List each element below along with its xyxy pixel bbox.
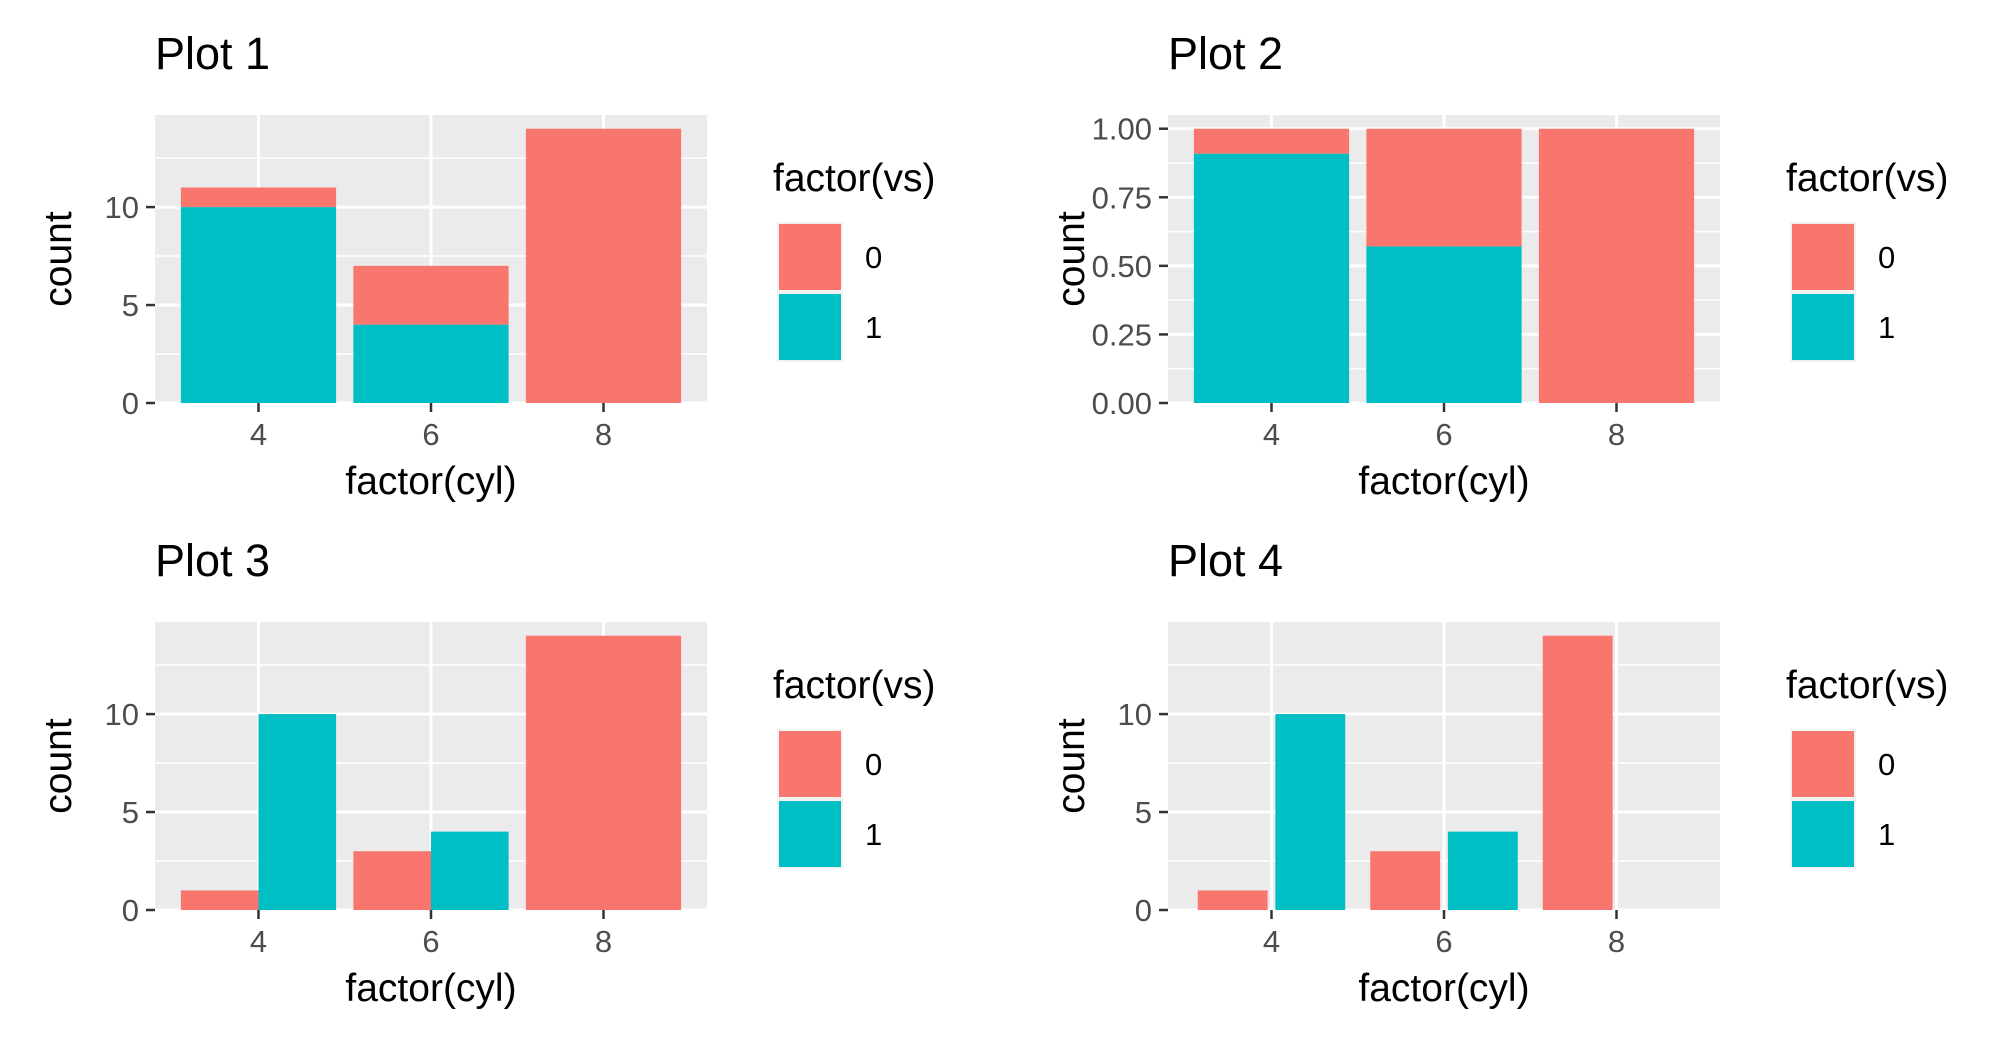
x-tick-label: 6 xyxy=(1435,417,1452,452)
y-tick-label: 10 xyxy=(105,190,139,225)
y-tick-label: 0.25 xyxy=(1092,317,1152,352)
y-tick-label: 10 xyxy=(1118,697,1152,732)
bar-8-vs0 xyxy=(1538,128,1695,403)
x-tick-label: 8 xyxy=(1608,417,1625,452)
y-tick-label: 0.75 xyxy=(1092,180,1152,215)
bar-6-vs1 xyxy=(431,831,509,910)
bar-4-vs0 xyxy=(1193,128,1350,154)
y-axis-title: count xyxy=(1050,718,1093,814)
bar-4-vs0 xyxy=(180,890,259,910)
plot-title: Plot 3 xyxy=(155,535,270,586)
y-tick-label: 5 xyxy=(122,795,139,830)
bar-6-vs0 xyxy=(1370,851,1441,910)
legend-label: 0 xyxy=(1878,747,1895,782)
bar-4-vs0 xyxy=(1197,890,1268,910)
legend-swatch-vs1 xyxy=(1792,294,1854,360)
legend-swatch-vs1 xyxy=(1792,801,1854,867)
plot-4: Plot 4 0 5 10 4 6 8 factor(cyl) count factor(vs) 0… xyxy=(1050,535,1949,1010)
x-axis-title: factor(cyl) xyxy=(345,967,516,1010)
y-tick-label: 10 xyxy=(105,697,139,732)
legend-label: 1 xyxy=(1878,310,1895,345)
plot-3: Plot 3 0 5 10 4 6 8 factor(cyl) count factor(vs) 0… xyxy=(37,535,936,1010)
x-tick-label: 6 xyxy=(422,924,439,959)
y-tick-label: 0 xyxy=(122,893,139,928)
bar-6-vs0 xyxy=(353,265,509,325)
y-axis-title: count xyxy=(37,718,80,814)
plot-1: Plot 1 0 5 10 4 6 8 factor(cyl) count factor(vs) 0… xyxy=(37,28,936,503)
legend-title: factor(vs) xyxy=(773,157,936,200)
bar-4-vs1 xyxy=(1275,714,1346,910)
bar-4-vs1 xyxy=(1193,153,1350,403)
legend-title: factor(vs) xyxy=(1786,157,1949,200)
bar-4-vs0 xyxy=(180,187,337,208)
bar-6-vs1 xyxy=(353,324,509,403)
x-tick-label: 8 xyxy=(595,924,612,959)
legend-title: factor(vs) xyxy=(1786,664,1949,707)
x-tick-label: 8 xyxy=(595,417,612,452)
x-tick-label: 6 xyxy=(1435,924,1452,959)
legend-swatch-vs0 xyxy=(1792,224,1854,290)
bar-8-vs0 xyxy=(525,635,682,910)
x-tick-label: 4 xyxy=(1263,924,1280,959)
plot-2: Plot 2 0.00 0.25 0.50 0.75 1.00 4 6 8 factor(cyl)… xyxy=(1050,28,1949,503)
legend-swatch-vs0 xyxy=(1792,731,1854,797)
y-tick-label: 0.50 xyxy=(1092,249,1152,284)
x-tick-label: 4 xyxy=(1263,417,1280,452)
y-tick-label: 5 xyxy=(122,288,139,323)
legend: factor(vs) 0 1 xyxy=(773,664,936,869)
legend: factor(vs) 0 1 xyxy=(773,157,936,362)
x-axis-title: factor(cyl) xyxy=(1358,460,1529,503)
x-tick-label: 4 xyxy=(250,417,267,452)
legend-swatch-vs1 xyxy=(779,801,841,867)
legend: factor(vs) 0 1 xyxy=(1786,157,1949,362)
x-axis-title: factor(cyl) xyxy=(345,460,516,503)
x-tick-label: 6 xyxy=(422,417,439,452)
x-tick-label: 4 xyxy=(250,924,267,959)
y-tick-label: 1.00 xyxy=(1092,112,1152,147)
legend: factor(vs) 0 1 xyxy=(1786,664,1949,869)
bar-8-vs0 xyxy=(525,128,682,403)
bar-6-vs1 xyxy=(1366,246,1522,403)
bar-6-vs0 xyxy=(353,851,431,910)
y-tick-label: 5 xyxy=(1135,795,1152,830)
legend-label: 0 xyxy=(865,240,882,275)
legend-swatch-vs0 xyxy=(779,224,841,290)
bar-6-vs1 xyxy=(1447,831,1518,910)
plot-title: Plot 4 xyxy=(1168,535,1283,586)
legend-label: 0 xyxy=(865,747,882,782)
plot-title: Plot 1 xyxy=(155,28,270,79)
y-tick-label: 0 xyxy=(1135,893,1152,928)
legend-label: 0 xyxy=(1878,240,1895,275)
bar-4-vs1 xyxy=(180,207,337,403)
legend-swatch-vs1 xyxy=(779,294,841,360)
y-tick-label: 0.00 xyxy=(1092,386,1152,421)
legend-label: 1 xyxy=(865,310,882,345)
plot-title: Plot 2 xyxy=(1168,28,1283,79)
legend-label: 1 xyxy=(1878,817,1895,852)
y-tick-label: 0 xyxy=(122,386,139,421)
legend-label: 1 xyxy=(865,817,882,852)
x-tick-label: 8 xyxy=(1608,924,1625,959)
y-axis-title: count xyxy=(1050,211,1093,307)
bar-4-vs1 xyxy=(258,714,337,910)
x-axis-title: factor(cyl) xyxy=(1358,967,1529,1010)
legend-title: factor(vs) xyxy=(773,664,936,707)
bar-6-vs0 xyxy=(1366,128,1522,247)
y-axis-title: count xyxy=(37,211,80,307)
bar-8-vs0 xyxy=(1542,635,1613,910)
legend-swatch-vs0 xyxy=(779,731,841,797)
